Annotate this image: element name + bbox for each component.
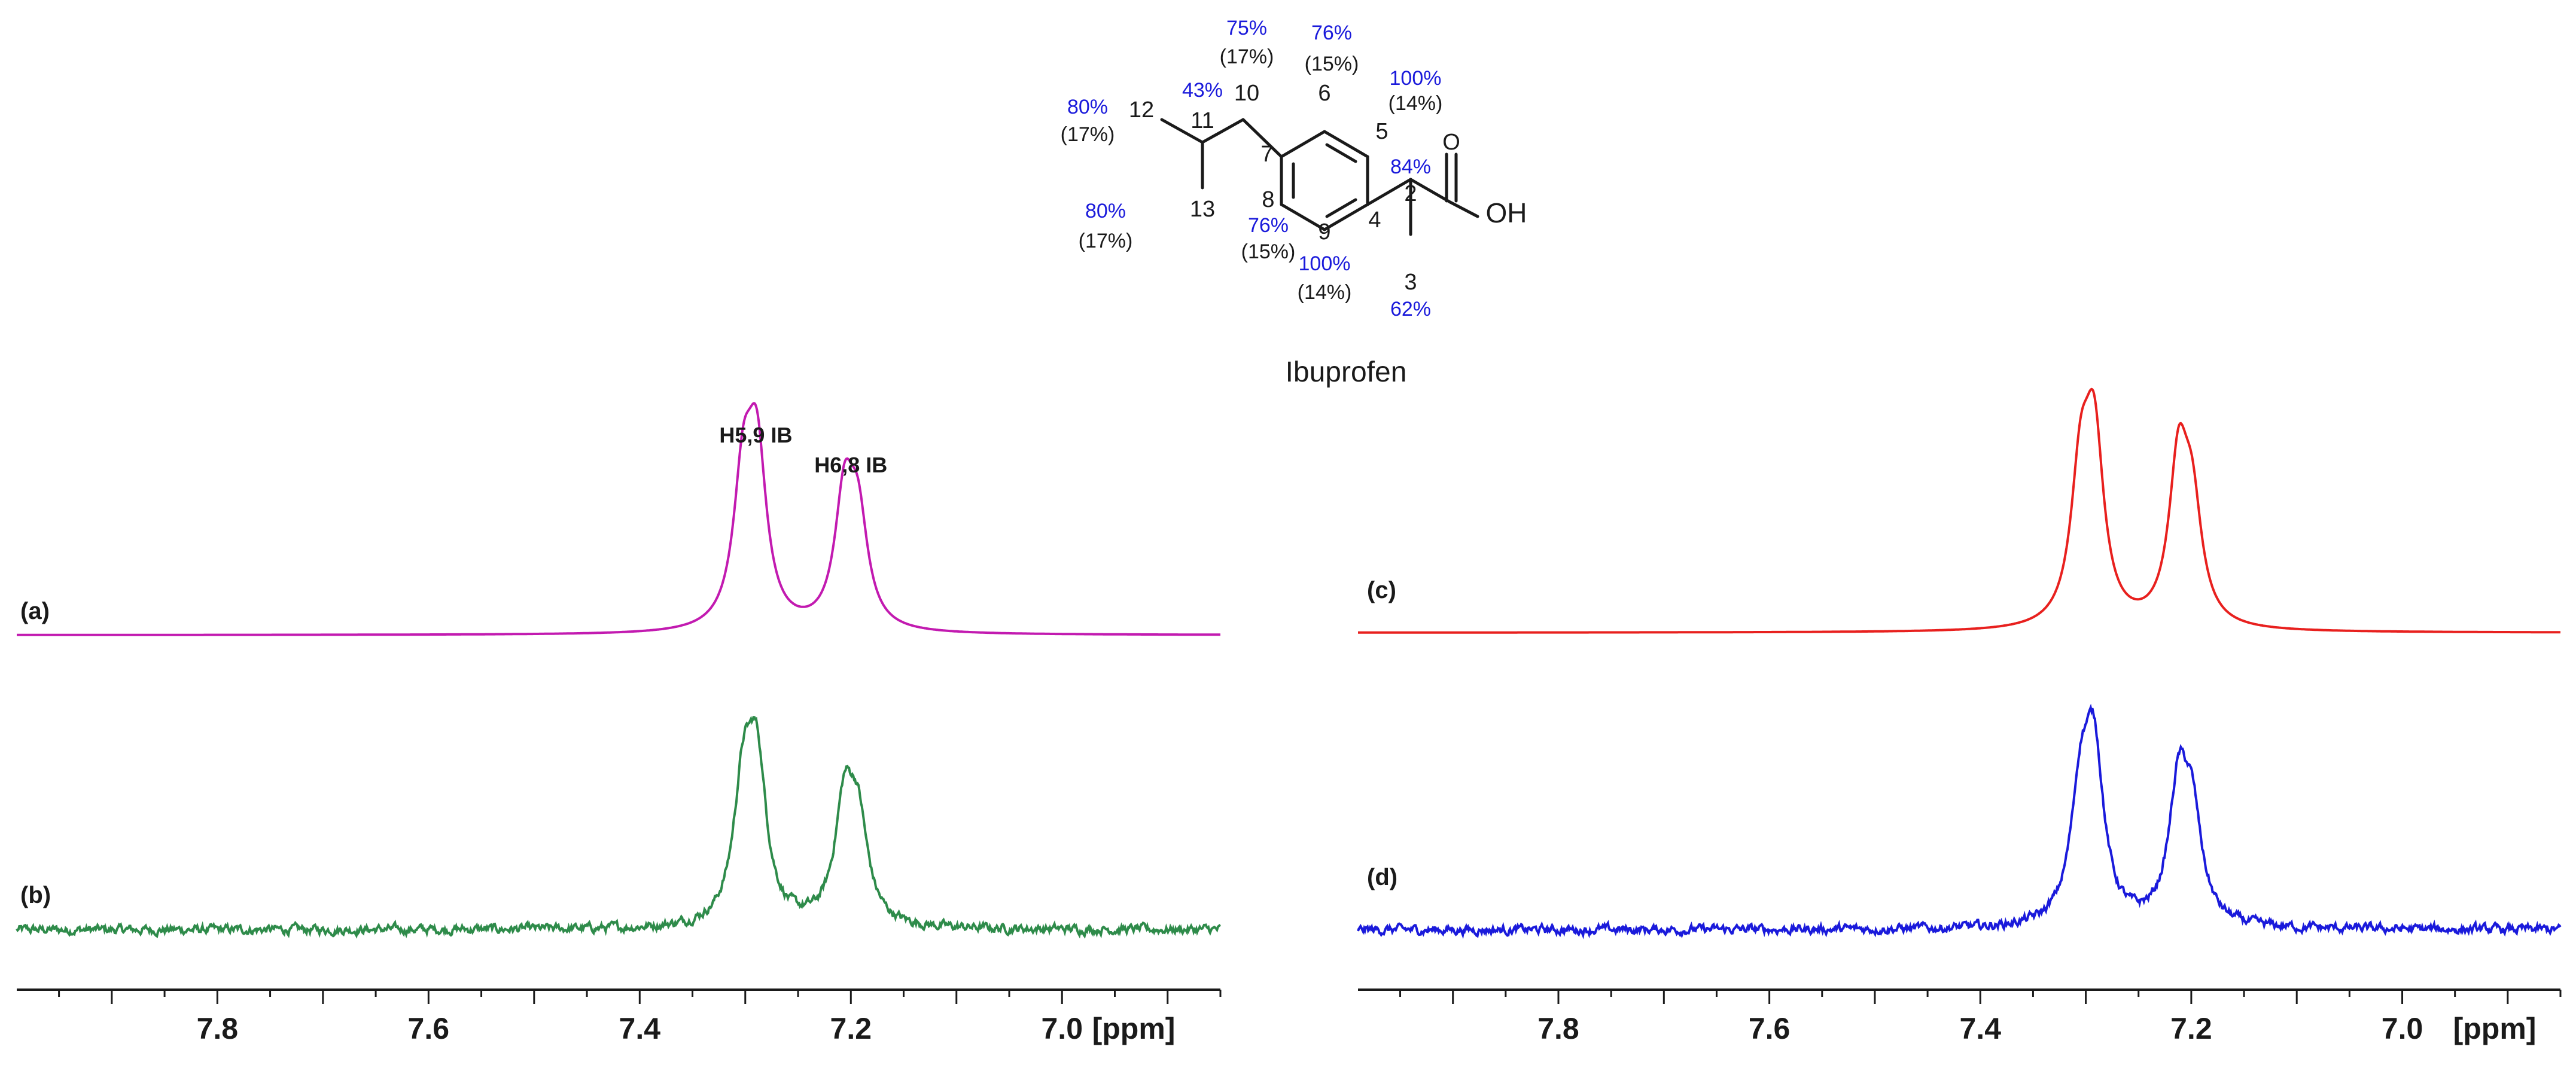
atom-number-7: 7 — [1260, 142, 1273, 167]
percent-c3: 62% — [1390, 298, 1431, 321]
spectrum-label-c: (c) — [1367, 577, 1396, 603]
bond-c2-c1 — [1409, 178, 1452, 204]
atom-number-9: 9 — [1318, 219, 1330, 245]
x-tick-label: 7.4 — [1960, 1012, 2002, 1045]
x-tick-label: 7.4 — [619, 1012, 661, 1045]
atom-number-10: 10 — [1234, 81, 1259, 106]
atom-number-4: 4 — [1368, 208, 1381, 233]
x-axis-unit-label: [ppm] — [1092, 1012, 1176, 1045]
percent-labels-blue: 75% 76% 100% 80% 43% 84% 80% 76% 100% 62… — [1067, 17, 1442, 321]
atom-number-8: 8 — [1262, 187, 1274, 212]
bond-c6-c5 — [1323, 130, 1369, 158]
atom-number-5: 5 — [1375, 119, 1388, 144]
atom-number-13: 13 — [1190, 197, 1215, 222]
bond-c7-c6 — [1280, 130, 1326, 158]
atom-number-12: 12 — [1129, 97, 1154, 123]
paren-percent-c8: (15%) — [1241, 240, 1296, 263]
bond-c11-c12 — [1160, 118, 1204, 144]
atom-number-3: 3 — [1404, 270, 1417, 295]
structure-labels: O OH 12 11 10 6 5 7 2 4 8 13 9 3 — [1129, 81, 1527, 295]
x-tick-label: 7.8 — [197, 1012, 239, 1045]
spectrum-label-d: (d) — [1367, 864, 1397, 890]
percent-c2: 84% — [1390, 155, 1431, 178]
atom-number-6: 6 — [1318, 81, 1330, 106]
x-tick-label: 7.2 — [2170, 1012, 2212, 1045]
percent-c10: 75% — [1226, 17, 1267, 39]
bond-c7-c10 — [1241, 118, 1283, 158]
bond-c4-c2 — [1366, 178, 1412, 206]
x-tick-label: 7.6 — [408, 1012, 450, 1045]
spectrum-label-a: (a) — [20, 598, 50, 624]
spectrum-trace-a — [17, 402, 1220, 636]
x-tick-label: 7.0 — [1042, 1012, 1083, 1045]
paren-percent-c5: (14%) — [1389, 92, 1443, 115]
x-tick-label: 7.0 — [2382, 1012, 2423, 1045]
percent-c11: 43% — [1182, 79, 1223, 102]
percent-labels-black: (17%) (15%) (14%) (17%) (17%) (15%) (14%… — [1061, 45, 1443, 304]
spectra-panel-left: (a) (b) H5,9 IB H6,8 IB 7.8 7.6 7.4 7.2 7.0 [ppm] — [16, 402, 1222, 1045]
atom-number-2: 2 — [1404, 181, 1417, 206]
x-tick-label: 7.6 — [1749, 1012, 1791, 1045]
bond-c4-c9 — [1323, 203, 1369, 231]
percent-c6: 76% — [1311, 22, 1352, 44]
paren-percent-c6: (15%) — [1305, 53, 1359, 75]
percent-c12: 80% — [1067, 96, 1108, 118]
spectrum-trace-c — [1358, 388, 2560, 634]
double-bond-c4-c9 — [1325, 198, 1357, 218]
hydroxyl-label: OH — [1486, 197, 1527, 228]
paren-percent-c13: (17%) — [1079, 230, 1133, 252]
percent-c5: 100% — [1390, 67, 1442, 90]
atom-number-11: 11 — [1190, 108, 1214, 133]
spectrum-label-b: (b) — [20, 882, 51, 908]
x-tick-label: 7.8 — [1537, 1012, 1579, 1045]
bond-c1-oh — [1448, 200, 1479, 218]
double-bond-c6-c5 — [1325, 143, 1357, 163]
peak-label-2: H6,8 IB — [814, 453, 887, 477]
spectrum-trace-d — [1357, 703, 2562, 939]
paren-percent-c10: (17%) — [1220, 45, 1274, 68]
x-axis-unit-label: [ppm] — [2453, 1012, 2537, 1045]
x-tick-label: 7.2 — [830, 1012, 872, 1045]
bond-c10-c11 — [1201, 118, 1245, 144]
spectra-panel-right: (c) (d) 7.8 7.6 7.4 7.2 7.0 [ppm] — [1357, 388, 2562, 1045]
paren-percent-c9: (14%) — [1298, 281, 1352, 304]
percent-c13: 80% — [1085, 200, 1126, 222]
oxygen-label: O — [1442, 130, 1460, 155]
ibuprofen-structure — [1160, 118, 1479, 236]
paren-percent-c12: (17%) — [1061, 123, 1115, 146]
spectrum-trace-b — [16, 715, 1221, 939]
bond-c9-c8 — [1280, 203, 1326, 231]
percent-c8: 76% — [1248, 214, 1289, 237]
percent-c9: 100% — [1299, 252, 1351, 275]
molecule-name: Ibuprofen — [1286, 356, 1407, 388]
peak-label-1: H5,9 IB — [719, 423, 792, 447]
